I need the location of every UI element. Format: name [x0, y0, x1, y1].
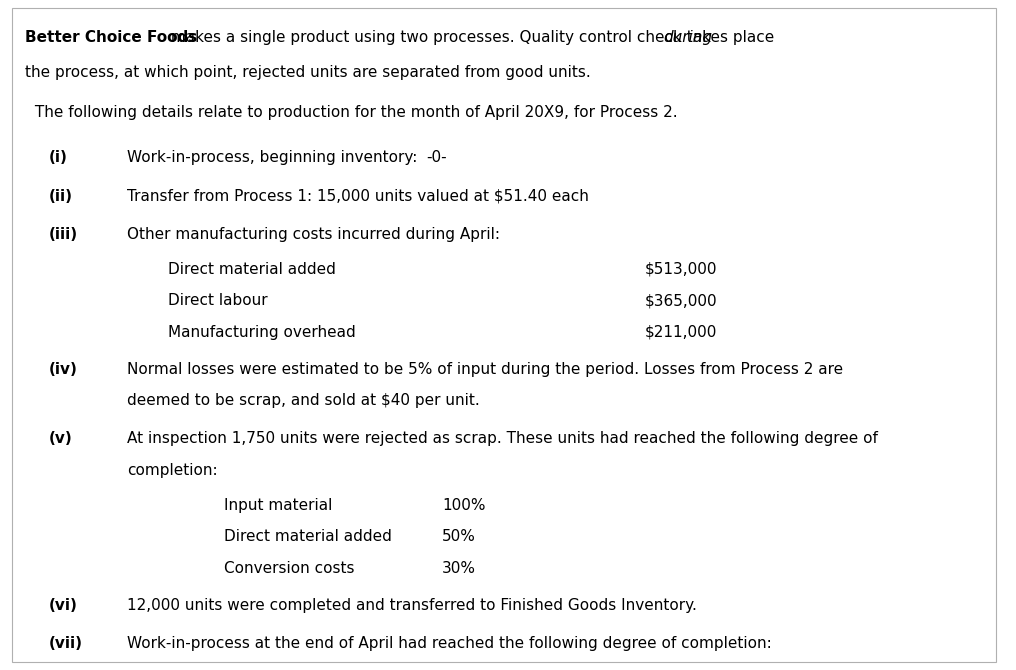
FancyBboxPatch shape	[12, 8, 996, 662]
Text: $513,000: $513,000	[645, 262, 717, 277]
Text: (i): (i)	[49, 150, 68, 165]
Text: completion:: completion:	[127, 463, 217, 478]
Text: during: during	[663, 30, 712, 45]
Text: Conversion costs: Conversion costs	[224, 561, 354, 576]
Text: the process, at which point, rejected units are separated from good units.: the process, at which point, rejected un…	[25, 65, 591, 80]
Text: (iv): (iv)	[49, 362, 77, 377]
Text: The following details relate to production for the month of April 20X9, for Proc: The following details relate to producti…	[30, 105, 678, 120]
Text: Work-in-process, beginning inventory:: Work-in-process, beginning inventory:	[127, 150, 418, 165]
Text: 50%: 50%	[442, 529, 475, 544]
Text: Normal losses were estimated to be 5% of input during the period. Losses from Pr: Normal losses were estimated to be 5% of…	[127, 362, 843, 377]
Text: Direct labour: Direct labour	[168, 293, 267, 308]
Text: (vi): (vi)	[49, 598, 77, 612]
Text: Input material: Input material	[224, 498, 332, 513]
Text: deemed to be scrap, and sold at $40 per unit.: deemed to be scrap, and sold at $40 per …	[127, 393, 480, 408]
Text: Direct material added: Direct material added	[224, 529, 391, 544]
Text: $365,000: $365,000	[645, 293, 717, 308]
Text: 30%: 30%	[442, 561, 475, 576]
Text: At inspection 1,750 units were rejected as scrap. These units had reached the fo: At inspection 1,750 units were rejected …	[127, 431, 878, 446]
Text: (ii): (ii)	[49, 189, 73, 204]
Text: Manufacturing overhead: Manufacturing overhead	[168, 325, 356, 340]
Text: 100%: 100%	[442, 498, 486, 513]
Text: makes a single product using two processes. Quality control check takes place: makes a single product using two process…	[166, 30, 778, 45]
Text: $211,000: $211,000	[645, 325, 717, 340]
Text: 12,000 units were completed and transferred to Finished Goods Inventory.: 12,000 units were completed and transfer…	[127, 598, 697, 612]
Text: (iii): (iii)	[49, 227, 78, 242]
Text: (v): (v)	[49, 431, 72, 446]
Text: (vii): (vii)	[49, 636, 82, 651]
Text: -0-: -0-	[427, 150, 447, 165]
Text: Transfer from Process 1: 15,000 units valued at $51.40 each: Transfer from Process 1: 15,000 units va…	[127, 189, 589, 204]
Text: Other manufacturing costs incurred during April:: Other manufacturing costs incurred durin…	[127, 227, 500, 242]
Text: Better Choice Foods: Better Choice Foods	[25, 30, 198, 45]
Text: Work-in-process at the end of April had reached the following degree of completi: Work-in-process at the end of April had …	[127, 636, 772, 651]
Text: Direct material added: Direct material added	[168, 262, 335, 277]
